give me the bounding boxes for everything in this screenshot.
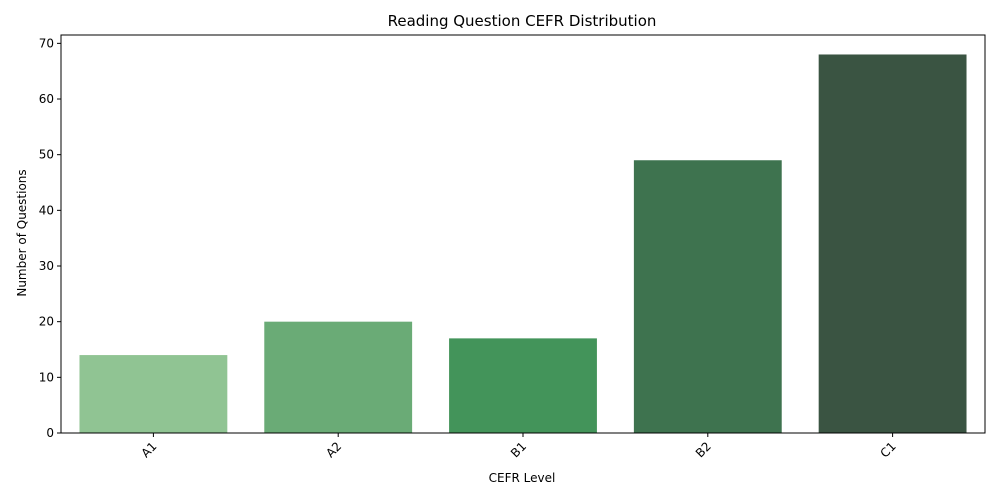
x-tick-label-a1: A1 <box>138 439 159 460</box>
y-axis-ticks: 0 10 20 30 40 50 60 70 <box>39 36 61 440</box>
x-axis-ticks: A1 A2 B1 B2 C1 <box>138 433 899 460</box>
y-tick-label: 30 <box>39 259 54 273</box>
chart-title: Reading Question CEFR Distribution <box>388 12 657 30</box>
x-tick-label-b2: B2 <box>693 439 714 460</box>
plot-frame <box>60 34 986 434</box>
bar-a1 <box>79 355 228 433</box>
bar-a2 <box>264 321 413 433</box>
y-tick-label: 0 <box>46 426 54 440</box>
y-tick-label: 40 <box>39 203 54 217</box>
plot-border <box>60 34 986 434</box>
y-tick-label: 60 <box>39 92 54 106</box>
y-tick-label: 10 <box>39 370 54 384</box>
bar-b1 <box>449 338 597 433</box>
x-tick-label-a2: A2 <box>323 439 344 460</box>
y-tick-label: 50 <box>39 148 54 162</box>
bar-b2 <box>633 160 782 433</box>
x-axis-label: CEFR Level <box>489 471 556 485</box>
y-tick-label: 20 <box>39 315 54 329</box>
x-tick-label-b1: B1 <box>508 439 529 460</box>
x-tick-label-c1: C1 <box>877 439 898 460</box>
y-tick-label: 70 <box>39 36 54 50</box>
y-axis-label: Number of Questions <box>15 169 29 296</box>
bar-c1 <box>818 54 967 434</box>
bars-group <box>79 54 967 434</box>
